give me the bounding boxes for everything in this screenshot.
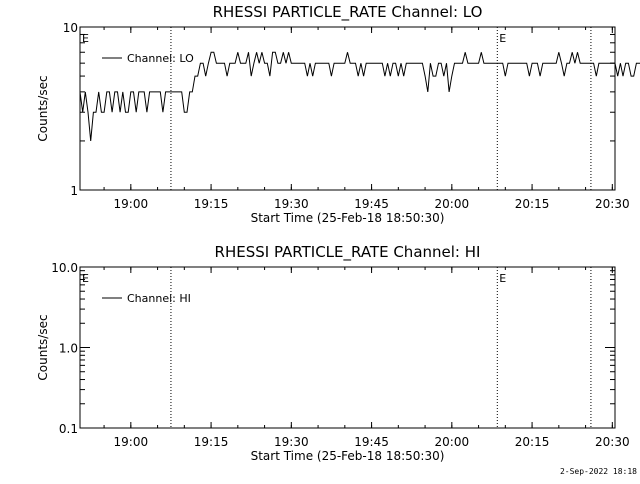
legend-label: Channel: LO — [127, 52, 194, 65]
y-axis-label: Counts/sec — [36, 314, 50, 380]
x-tick-label: 19:00 — [114, 197, 149, 211]
x-tick-label: 19:45 — [354, 197, 389, 211]
x-tick-label: 19:30 — [274, 197, 309, 211]
x-tick-label: 19:00 — [114, 435, 149, 449]
y-tick-label: 1 — [70, 184, 78, 198]
plot-frame — [79, 26, 616, 191]
x-tick-label: 20:30 — [595, 435, 630, 449]
x-axis-label: Start Time (25-Feb-18 18:50:30) — [251, 449, 445, 463]
x-tick-label: 19:15 — [194, 435, 229, 449]
event-marker-label: E — [82, 32, 89, 45]
y-tick-label: 10.0 — [51, 261, 78, 275]
x-tick-label: 19:15 — [194, 197, 229, 211]
x-tick-label: 20:00 — [435, 435, 470, 449]
y-tick-label: 10 — [63, 21, 78, 35]
y-axis-label: Counts/sec — [36, 75, 50, 141]
x-tick-label: 20:15 — [515, 197, 550, 211]
x-tick-label: 20:00 — [435, 197, 470, 211]
y-tick-label: 0.1 — [59, 422, 78, 436]
timestamp-stamp: 2-Sep-2022 18:18 — [559, 467, 637, 476]
event-marker-label: E — [499, 272, 506, 285]
event-marker-label: E — [499, 32, 506, 45]
chart-panel-1: RHESSI PARTICLE_RATE Channel: LO 19:00 19:… — [36, 3, 640, 225]
x-tick-label: 20:15 — [515, 435, 550, 449]
chart-panel-2: RHESSI PARTICLE_RATE Channel: HI 19:00 19:… — [36, 243, 630, 463]
event-marker-label: E — [82, 272, 89, 285]
x-axis-label: Start Time (25-Feb-18 18:50:30) — [251, 211, 445, 225]
chart-title: RHESSI PARTICLE_RATE Channel: HI — [215, 243, 481, 262]
x-tick-label: 19:30 — [274, 435, 309, 449]
chart-title: RHESSI PARTICLE_RATE Channel: LO — [213, 3, 483, 22]
y-tick-label: 1.0 — [59, 342, 78, 356]
legend-label: Channel: HI — [127, 292, 191, 305]
x-tick-label: 19:45 — [354, 435, 389, 449]
series-line — [79, 51, 640, 141]
x-tick-label: 20:30 — [595, 197, 630, 211]
